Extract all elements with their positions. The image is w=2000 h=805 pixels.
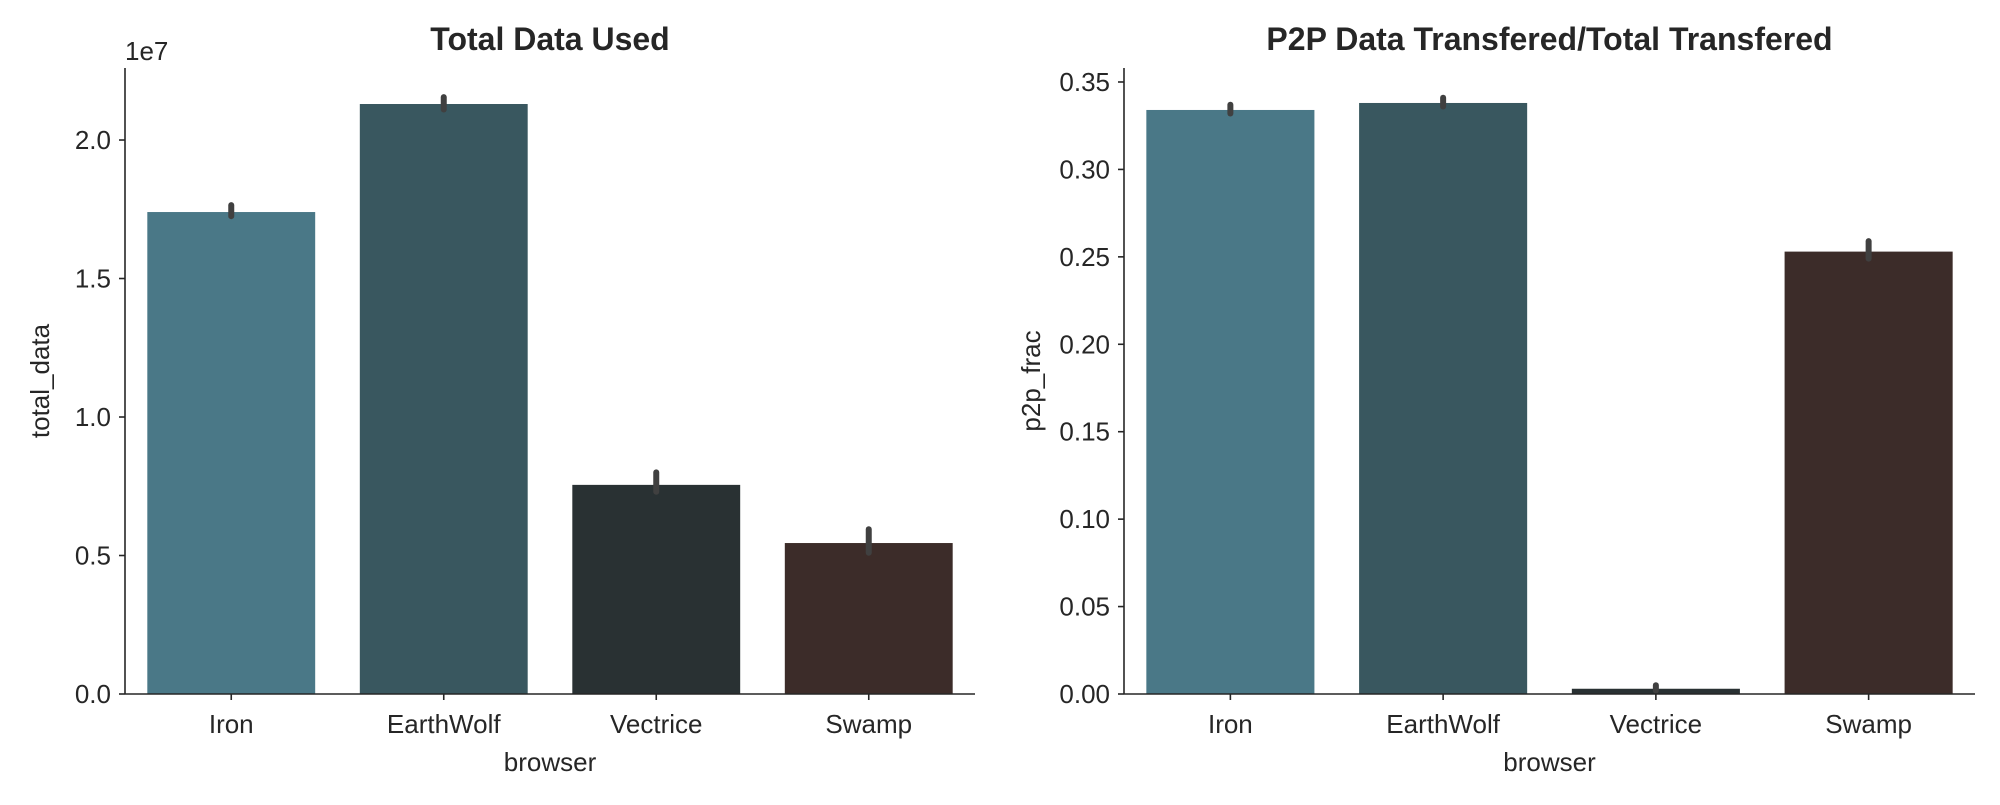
y-tick-label: 2.0 xyxy=(75,125,111,155)
y-tick-label: 0.30 xyxy=(1059,154,1110,184)
y-tick-label: 0.05 xyxy=(1059,592,1110,622)
bar-earthwolf xyxy=(359,104,528,694)
bar-iron xyxy=(1146,109,1315,694)
y-tick-label: 0.0 xyxy=(75,679,111,709)
subplot-2: 0.00 0.05 0.10 0.15 0.20 0.25 0.30 0.35 Iron Eart… xyxy=(1016,21,1975,777)
x-tick-label: Swamp xyxy=(825,709,912,739)
y-axis-label: p2p_frac xyxy=(1016,330,1046,431)
y-tick-label: 0.10 xyxy=(1059,504,1110,534)
x-axis-label: browser xyxy=(504,747,597,777)
y-tick-label: 0.35 xyxy=(1059,67,1110,97)
chart-title: P2P Data Transfered/Total Transfered xyxy=(1266,21,1832,57)
y-tick-label: 0.25 xyxy=(1059,242,1110,272)
y-tick-label: 0.15 xyxy=(1059,417,1110,447)
x-tick-label: Swamp xyxy=(1825,709,1912,739)
x-tick-label: EarthWolf xyxy=(1386,709,1500,739)
subplot-1: 0.0 0.5 1.0 1.5 2.0 Iron EarthWolf Vectrice Swam… xyxy=(25,21,975,777)
y-tick-label: 1.5 xyxy=(75,264,111,294)
y-tick-label: 1.0 xyxy=(75,402,111,432)
x-tick-label: Vectrice xyxy=(610,709,703,739)
y-tick-label: 0.00 xyxy=(1059,679,1110,709)
y-tick-label: 0.20 xyxy=(1059,329,1110,359)
x-tick-label: Iron xyxy=(209,709,254,739)
chart-title: Total Data Used xyxy=(430,21,669,57)
x-tick-label: EarthWolf xyxy=(387,709,501,739)
x-tick-label: Vectrice xyxy=(1610,709,1703,739)
bar-swamp xyxy=(784,543,953,694)
bar-vectrice xyxy=(572,484,741,694)
x-axis-label: browser xyxy=(1503,747,1596,777)
y-tick-label: 0.5 xyxy=(75,541,111,571)
y-offset-label: 1e7 xyxy=(125,36,168,66)
bar-iron xyxy=(147,212,316,694)
y-axis-label: total_data xyxy=(25,323,55,438)
bar-earthwolf xyxy=(1359,102,1528,695)
bar-swamp xyxy=(1784,251,1953,695)
x-tick-label: Iron xyxy=(1208,709,1253,739)
